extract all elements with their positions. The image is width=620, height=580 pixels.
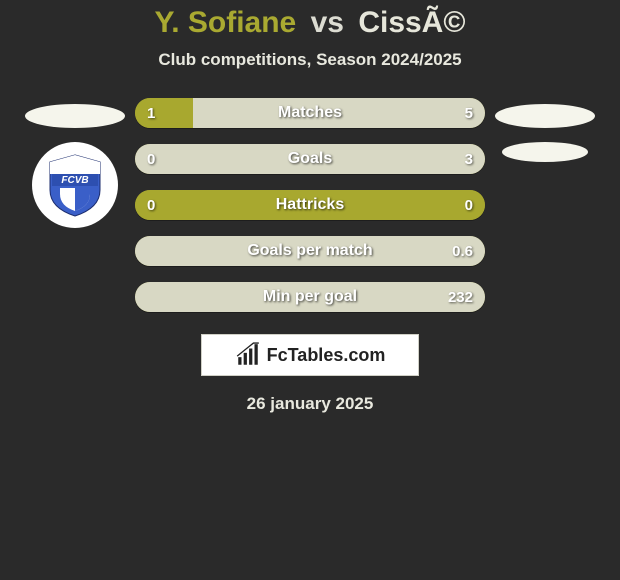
right-placeholder-2 xyxy=(502,142,588,162)
stat-right-value: 0.6 xyxy=(452,236,473,266)
brand-box: FcTables.com xyxy=(201,334,419,376)
stat-right-value: 3 xyxy=(465,144,473,174)
page-title: Y. Sofiane vs CissÃ© xyxy=(0,6,620,40)
left-club-logo: FCVB xyxy=(32,142,118,228)
svg-text:FCVB: FCVB xyxy=(61,175,88,186)
stat-row: 0.6Goals per match xyxy=(135,236,485,266)
stat-row: 232Min per goal xyxy=(135,282,485,312)
stat-bar-left xyxy=(135,190,485,220)
player2-name: CissÃ© xyxy=(358,6,465,39)
subtitle: Club competitions, Season 2024/2025 xyxy=(0,50,620,70)
stat-left-value: 1 xyxy=(147,98,155,128)
stat-bar-right xyxy=(135,144,485,174)
stat-bar-left xyxy=(135,98,193,128)
left-side-column: FCVB xyxy=(15,98,135,228)
stat-row: 15Matches xyxy=(135,98,485,128)
stat-right-value: 5 xyxy=(465,98,473,128)
stat-left-value: 0 xyxy=(147,144,155,174)
right-placeholder-1 xyxy=(495,104,595,128)
stat-left-value: 0 xyxy=(147,190,155,220)
stat-right-value: 0 xyxy=(465,190,473,220)
left-placeholder-1 xyxy=(25,104,125,128)
player1-name: Y. Sofiane xyxy=(155,6,297,39)
bar-chart-icon xyxy=(235,342,261,368)
stat-right-value: 232 xyxy=(448,282,473,312)
stat-row: 00Hattricks xyxy=(135,190,485,220)
vs-separator: vs xyxy=(311,6,344,39)
brand-text: FcTables.com xyxy=(267,345,386,366)
snapshot-date: 26 january 2025 xyxy=(0,394,620,414)
stat-row: 03Goals xyxy=(135,144,485,174)
stat-bar-right xyxy=(135,236,485,266)
comparison-bars: 15Matches03Goals00Hattricks0.6Goals per … xyxy=(135,98,485,312)
stat-bar-right xyxy=(193,98,485,128)
comparison-layout: FCVB 15Matches03Goals00Hattricks0.6Goals… xyxy=(0,98,620,312)
stat-bar-right xyxy=(135,282,485,312)
container: Y. Sofiane vs CissÃ© Club competitions, … xyxy=(0,0,620,580)
fcvb-logo-icon: FCVB xyxy=(40,150,110,220)
right-side-column xyxy=(485,98,605,162)
